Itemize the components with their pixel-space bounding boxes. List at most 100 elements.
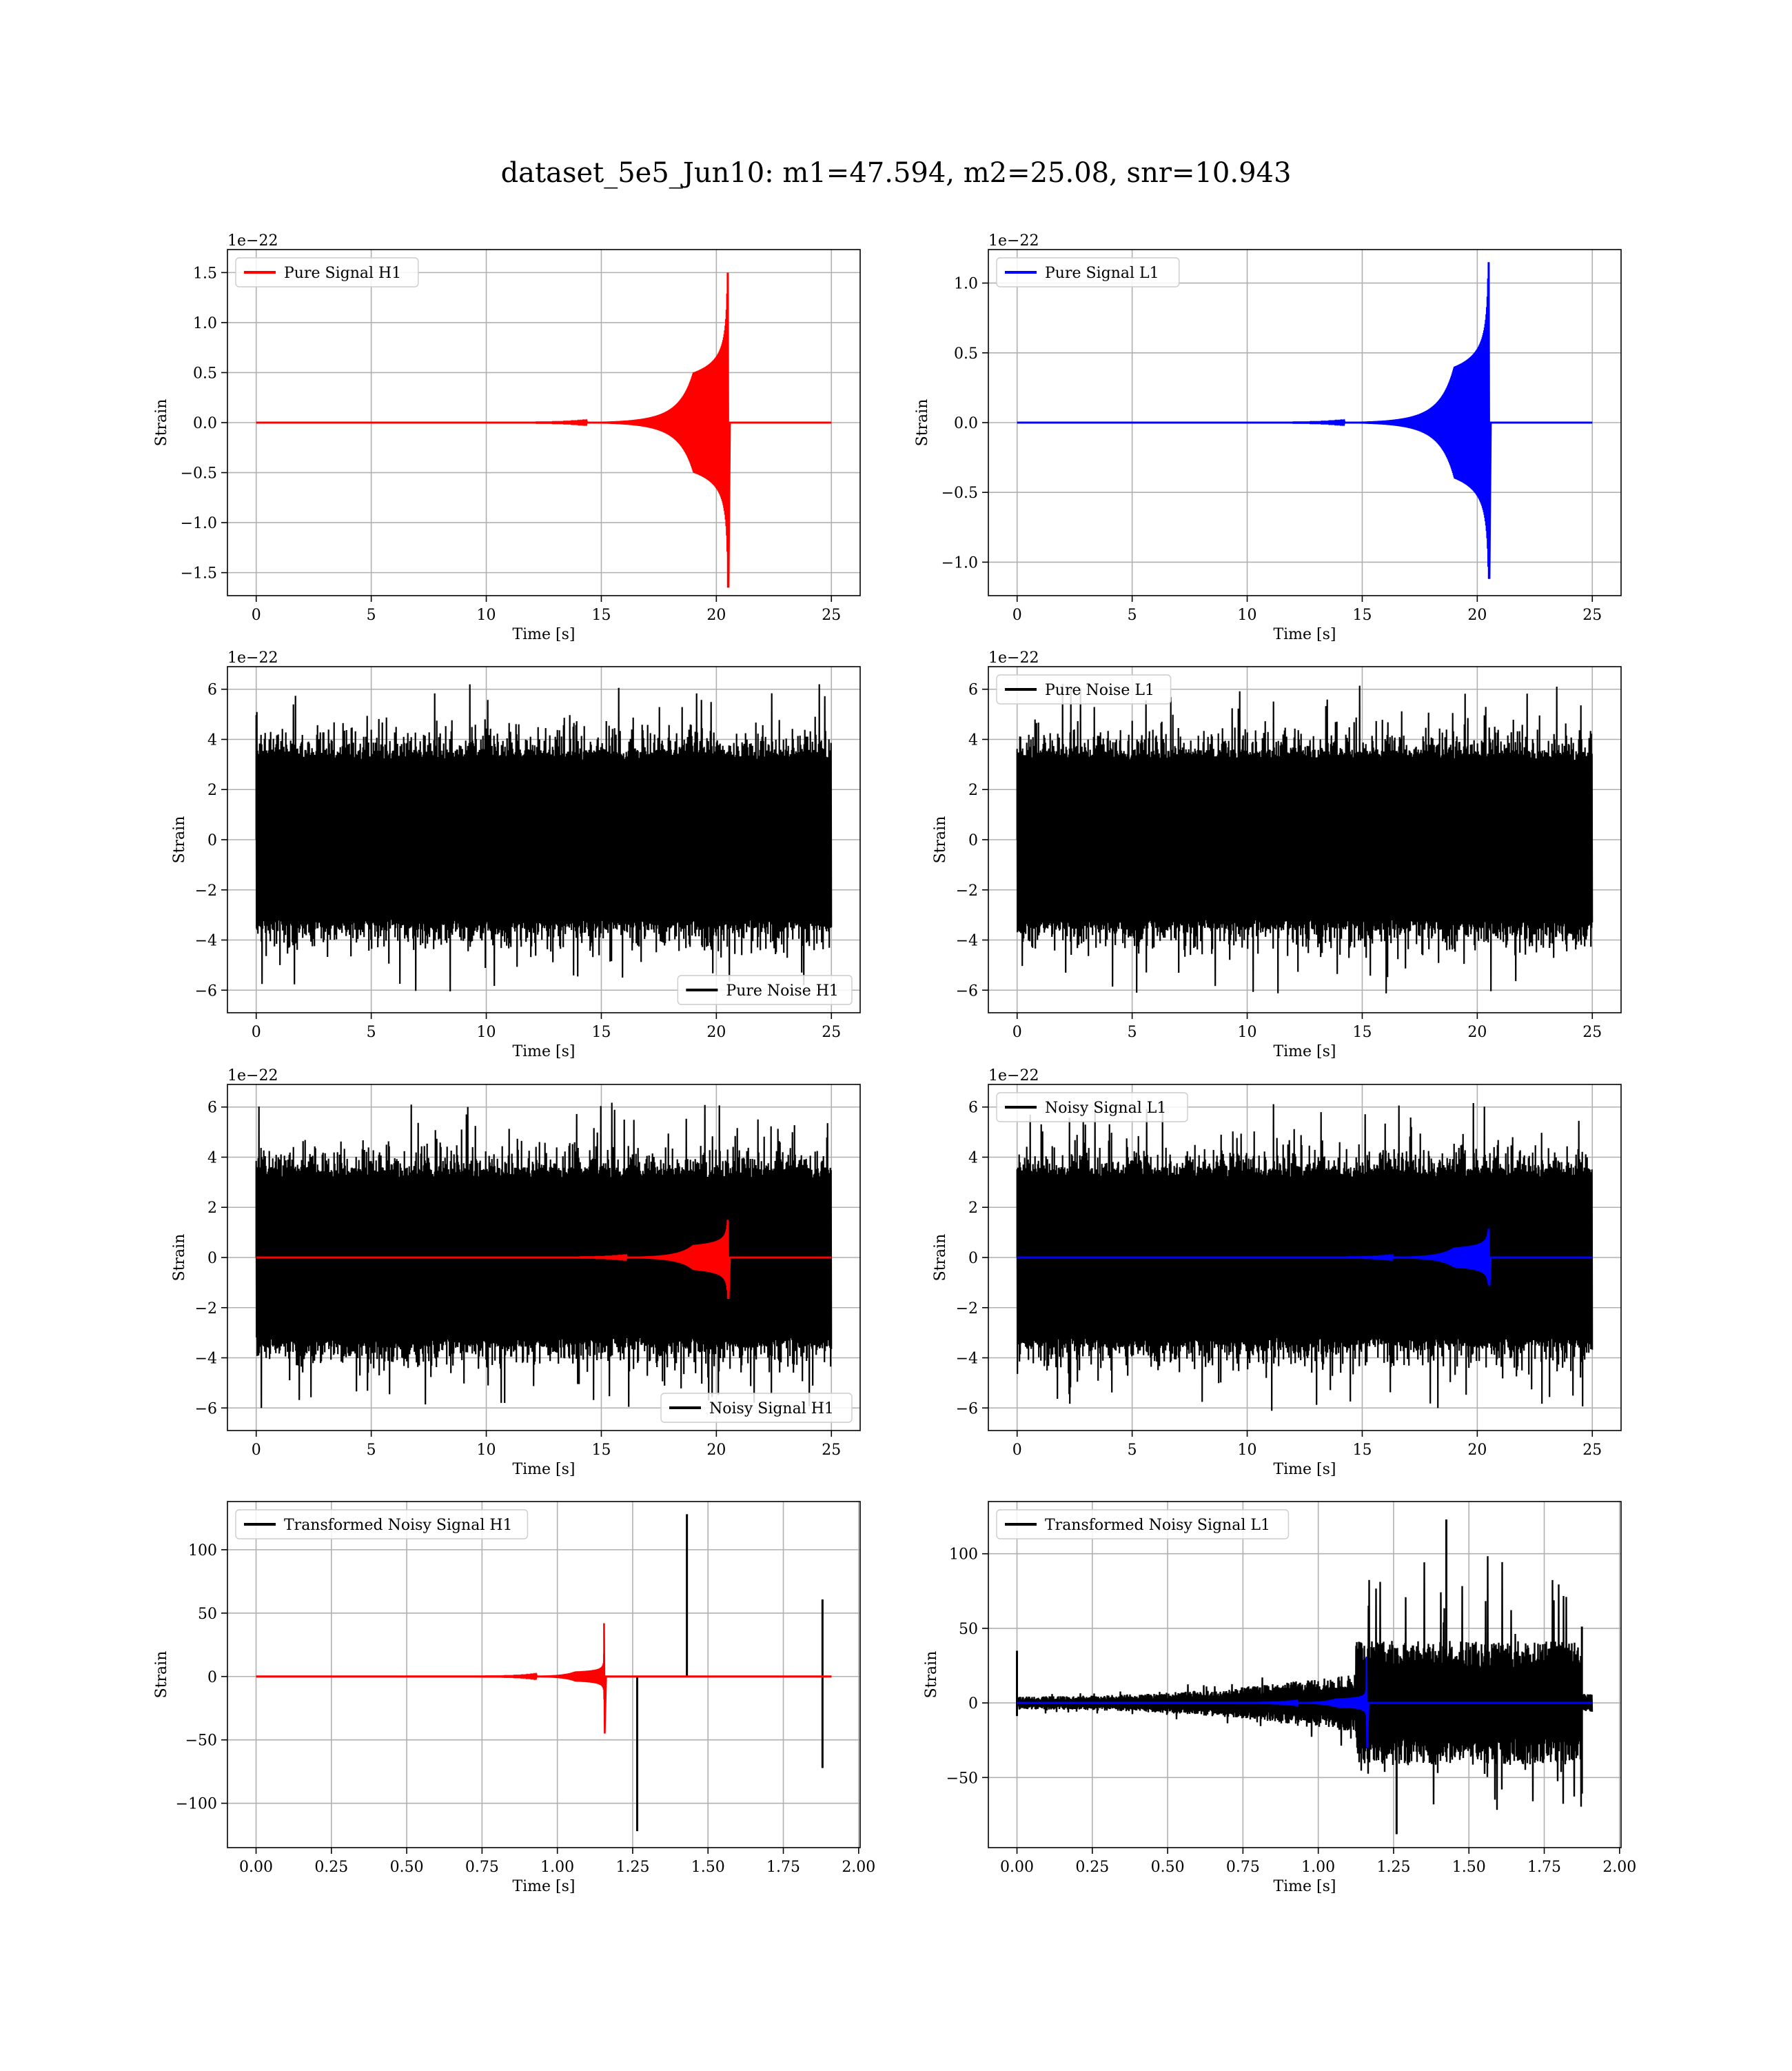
x-tick-label: 0 — [1012, 607, 1022, 624]
subplot-transformed-h1: 0.00 0.25 0.50 0.75 1.00 1.25 1.50 1.75 2.00 −100… — [153, 1501, 875, 1895]
series-group — [256, 1514, 832, 1832]
y-tick-label: −6 — [195, 1400, 217, 1417]
y-tick-label: 50 — [959, 1621, 978, 1638]
y-tick-label: −4 — [195, 1351, 217, 1368]
y-tick-label: −2 — [195, 1300, 217, 1317]
x-tick-label: 10 — [477, 607, 496, 624]
y-tick-label: 2 — [968, 1200, 978, 1217]
legend: Noisy Signal H1 — [660, 1393, 853, 1423]
y-axis-label: Strain — [914, 399, 931, 447]
x-axis-label: Time [s] — [512, 626, 575, 643]
x-tick-label: 20 — [706, 1024, 726, 1041]
series-line — [1017, 1229, 1593, 1286]
x-tick-label: 10 — [1238, 1442, 1257, 1459]
x-tick-label: 10 — [1238, 1024, 1257, 1041]
series-line — [255, 1102, 833, 1408]
y-tick-label: 1.0 — [954, 276, 978, 293]
x-tick-label: 1.25 — [615, 1859, 649, 1876]
x-tick-label: 20 — [1467, 607, 1487, 624]
y-offset-text: 1e−22 — [988, 232, 1039, 250]
x-tick-label: 0 — [252, 607, 261, 624]
legend-label: Noisy Signal H1 — [709, 1400, 834, 1417]
y-tick-label: −1.0 — [181, 515, 217, 532]
y-tick-label: −6 — [956, 982, 978, 1000]
x-tick-label: 15 — [1352, 1024, 1372, 1041]
legend: Transformed Noisy Signal H1 — [235, 1509, 529, 1539]
y-axis-label: Strain — [923, 1651, 940, 1699]
x-tick-label: 25 — [822, 607, 841, 624]
subplot-noisy-signal-l1: 0 5 10 15 20 25 −6 −4 −2 0 2 4 6 Time [s] Strain 1e−22 N… — [932, 1067, 1622, 1478]
legend: Pure Signal H1 — [235, 257, 419, 287]
legend-label: Transformed Noisy Signal H1 — [284, 1517, 513, 1534]
figure-suptitle: dataset_5e5_Jun10: m1=47.594, m2=25.08, … — [500, 157, 1292, 189]
legend: Noisy Signal L1 — [996, 1092, 1188, 1122]
y-offset-text: 1e−22 — [988, 1067, 1039, 1084]
x-tick-label: 1.50 — [1452, 1859, 1486, 1876]
x-tick-label: 0 — [1012, 1024, 1022, 1041]
x-tick-label: 0 — [252, 1024, 261, 1041]
x-axis-label: Time [s] — [1273, 1043, 1336, 1060]
x-tick-label: 0.50 — [390, 1859, 424, 1876]
x-axis-label: Time [s] — [512, 1878, 575, 1895]
series-line — [255, 684, 833, 992]
legend: Transformed Noisy Signal L1 — [996, 1509, 1290, 1539]
subplot-noisy-signal-h1: 0 5 10 15 20 25 −6 −4 −2 0 2 4 6 Time [s] Strain 1e−22 N… — [171, 1067, 861, 1478]
y-axis-label: Strain — [932, 1234, 949, 1282]
subplot-transformed-l1: 0.00 0.25 0.50 0.75 1.00 1.25 1.50 1.75 2.00 −50 0… — [923, 1501, 1636, 1895]
x-tick-label: 1.75 — [766, 1859, 800, 1876]
legend-box — [996, 674, 1172, 705]
x-tick-label: 25 — [822, 1024, 841, 1041]
series-group — [255, 684, 833, 992]
x-axis-label: Time [s] — [1273, 1878, 1336, 1895]
x-tick-label: 15 — [591, 1024, 611, 1041]
x-tick-label: 0.00 — [1000, 1859, 1034, 1876]
y-tick-label: 0 — [207, 1669, 217, 1686]
y-tick-label: −0.5 — [941, 485, 978, 502]
series-line — [1017, 1656, 1593, 1748]
y-tick-label: 0 — [968, 1695, 978, 1713]
x-tick-label: 2.00 — [842, 1859, 875, 1876]
y-tick-label: 0.5 — [193, 365, 217, 382]
y-tick-label: 4 — [207, 1149, 217, 1166]
legend: Pure Signal L1 — [996, 257, 1180, 287]
x-tick-label: 1.75 — [1527, 1859, 1561, 1876]
y-axis-label: Strain — [171, 1234, 188, 1282]
x-axis-label: Time [s] — [1273, 1461, 1336, 1478]
legend-label: Pure Signal L1 — [1045, 265, 1159, 282]
series-line — [1016, 1102, 1594, 1411]
y-axis-label: Strain — [153, 399, 170, 447]
y-tick-label: 2 — [207, 782, 217, 799]
y-tick-label: −50 — [946, 1770, 978, 1787]
y-tick-label: −100 — [176, 1796, 217, 1813]
subplot-pure-noise-h1: 0 5 10 15 20 25 −6 −4 −2 0 2 4 6 Time [s] Strain 1e−22 P… — [171, 649, 861, 1060]
y-tick-label: −4 — [956, 933, 978, 950]
y-tick-label: −6 — [195, 982, 217, 1000]
x-tick-label: 10 — [477, 1024, 496, 1041]
y-tick-label: 0.0 — [193, 415, 217, 432]
series-line — [256, 1220, 832, 1300]
y-offset-text: 1e−22 — [227, 1067, 278, 1084]
x-tick-label: 25 — [1582, 1442, 1602, 1459]
y-tick-label: 0 — [207, 1250, 217, 1267]
y-tick-label: 4 — [968, 731, 978, 749]
legend-box — [996, 1509, 1290, 1539]
legend: Pure Noise L1 — [996, 674, 1172, 705]
legend-label: Pure Noise H1 — [726, 982, 839, 1000]
x-tick-label: 1.00 — [1301, 1859, 1335, 1876]
y-tick-label: −2 — [195, 882, 217, 900]
series-group — [256, 272, 832, 588]
y-tick-label: 2 — [968, 782, 978, 799]
y-tick-label: 1.5 — [193, 265, 217, 282]
y-axis-label: Strain — [153, 1651, 170, 1699]
legend-label: Noisy Signal L1 — [1045, 1100, 1166, 1117]
y-tick-label: −6 — [956, 1400, 978, 1417]
grid-lines — [227, 667, 860, 1013]
x-tick-label: 15 — [1352, 1442, 1372, 1459]
x-tick-label: 0.25 — [1075, 1859, 1109, 1876]
x-tick-label: 10 — [1238, 607, 1257, 624]
x-axis-label: Time [s] — [512, 1461, 575, 1478]
subplot-pure-signal-h1: 0 5 10 15 20 25 −1.5 −1.0 −0.5 0.0 0.5 1.0 1.5 Time [… — [153, 232, 861, 643]
x-tick-label: 10 — [477, 1442, 496, 1459]
y-tick-label: 0.5 — [954, 345, 978, 363]
x-tick-label: 0.00 — [239, 1859, 273, 1876]
